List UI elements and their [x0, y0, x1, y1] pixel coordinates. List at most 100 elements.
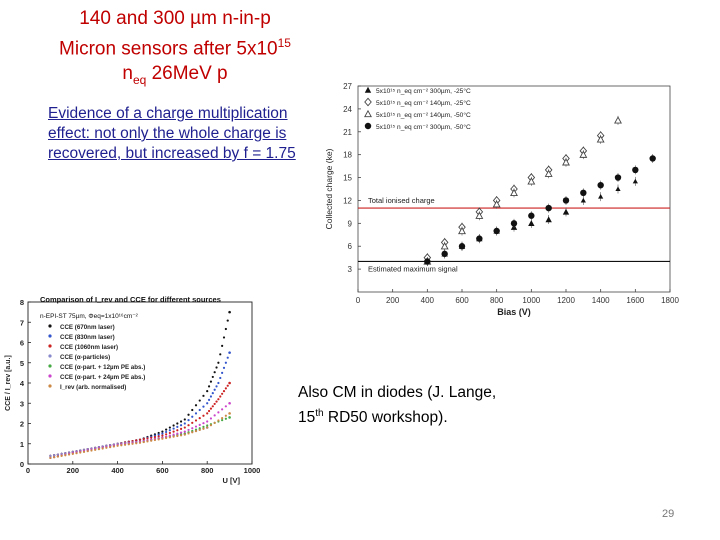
data-point: [211, 375, 214, 379]
data-point: [142, 440, 145, 444]
cm-note: Also CM in diodes (J. Lange, 15th RD50 w…: [298, 382, 518, 428]
data-point: [217, 398, 220, 401]
legend-label: CCE (α-particles): [60, 354, 110, 361]
data-point: [168, 429, 171, 432]
data-point: [183, 430, 186, 433]
data-point: [71, 452, 74, 455]
data-point: [528, 220, 535, 227]
data-point: [228, 412, 231, 415]
data-point: [168, 431, 171, 435]
data-point: [213, 414, 216, 417]
legend-marker: [364, 86, 372, 93]
data-point: [614, 116, 622, 124]
legend-marker: [364, 97, 372, 107]
data-point: [206, 420, 209, 423]
data-point: [123, 443, 127, 446]
data-point: [213, 388, 216, 391]
title-line-3-text: n: [122, 63, 133, 85]
data-point: [458, 226, 466, 235]
data-point: [202, 427, 205, 430]
legend-marker: [364, 109, 372, 118]
data-point: [215, 400, 218, 403]
data-point: [179, 424, 183, 427]
data-point: [157, 433, 160, 436]
data-point: [191, 408, 194, 412]
legend-label: 5x10¹⁵ n_eq cm⁻² 140µm, -25°C: [376, 99, 471, 107]
data-point: [120, 444, 123, 447]
data-point: [221, 417, 224, 420]
data-point: [198, 427, 201, 430]
data-point: [649, 155, 656, 162]
legend-marker: [48, 374, 52, 378]
collected-charge-chart: 0 200 400 600 800 1000 1200 1400 1600 1800 3 6 9 12 15…: [318, 78, 680, 328]
chart-title: Comparison of I_rev and CCE for differen…: [40, 295, 221, 304]
data-point: [161, 430, 164, 433]
right-plot-frame: [357, 85, 671, 293]
x-tick-label: 0: [356, 296, 361, 305]
data-point: [194, 419, 198, 422]
data-point: [224, 361, 227, 364]
data-point: [211, 392, 214, 395]
data-point: [94, 448, 97, 451]
legend-label: 5x10¹⁵ n_eq cm⁻² 300µm, -25°C: [376, 87, 471, 95]
data-point: [215, 366, 218, 369]
data-point: [165, 428, 168, 431]
data-point: [206, 424, 209, 427]
data-point: [206, 412, 209, 415]
x-tick-label: 400: [421, 296, 435, 305]
data-point: [176, 432, 179, 435]
cm-note-text: Also CM in diodes (J. Lange, 15: [298, 384, 497, 427]
data-point: [424, 258, 431, 265]
data-point: [209, 417, 213, 420]
data-point: [183, 418, 186, 421]
data-point: [187, 428, 190, 432]
y-axis-label: CCE / I_rev [a.u.]: [5, 355, 12, 411]
data-point: [202, 405, 205, 408]
x-tick-label: 0: [26, 466, 30, 475]
data-point: [221, 371, 224, 374]
data-point: [206, 402, 209, 405]
legend-marker: [48, 334, 52, 338]
data-point: [109, 446, 112, 449]
data-point: [492, 200, 501, 208]
data-point: [198, 408, 201, 412]
x-tick-label: 600: [455, 296, 469, 305]
data-point: [165, 430, 168, 434]
data-point: [198, 428, 201, 432]
data-point: [90, 449, 93, 452]
data-point: [215, 385, 218, 388]
title-line-2-text: Micron sensors after 5x10: [59, 38, 278, 60]
chart-info: n-EPI-ST 75µm, Φeq=1x10¹⁶cm⁻²: [40, 313, 139, 320]
legend-marker: [48, 324, 52, 328]
y-tick-label: 9: [348, 219, 353, 228]
cm-note-sup: th: [315, 408, 324, 419]
y-axis-label: Collected charge (ke): [324, 148, 334, 229]
data-point: [153, 435, 157, 439]
data-point: [172, 433, 175, 436]
data-point: [187, 424, 190, 427]
data-point: [217, 381, 220, 385]
data-point: [226, 384, 229, 387]
y-tick-label: 6: [20, 339, 24, 348]
data-point: [614, 174, 622, 181]
data-point: [207, 385, 211, 388]
data-point: [615, 186, 621, 191]
data-point: [228, 401, 231, 405]
data-point: [202, 394, 205, 397]
data-point: [79, 451, 82, 454]
x-axis-label: Bias (V): [497, 307, 531, 317]
y-tick-label: 7: [20, 318, 24, 327]
data-point: [56, 455, 59, 458]
legend-label: CCE (670nm laser): [60, 324, 115, 331]
data-point: [86, 450, 89, 453]
data-point: [221, 344, 224, 347]
data-point: [153, 438, 157, 442]
title-line-3-sub: eq: [132, 73, 147, 88]
x-tick-label: 200: [386, 296, 400, 305]
title-line-3: neq 26MeV p: [30, 61, 320, 93]
data-point: [202, 422, 205, 425]
y-tick-label: 0: [20, 460, 24, 469]
data-point: [476, 235, 483, 242]
data-point: [161, 432, 164, 435]
data-point: [176, 422, 179, 425]
